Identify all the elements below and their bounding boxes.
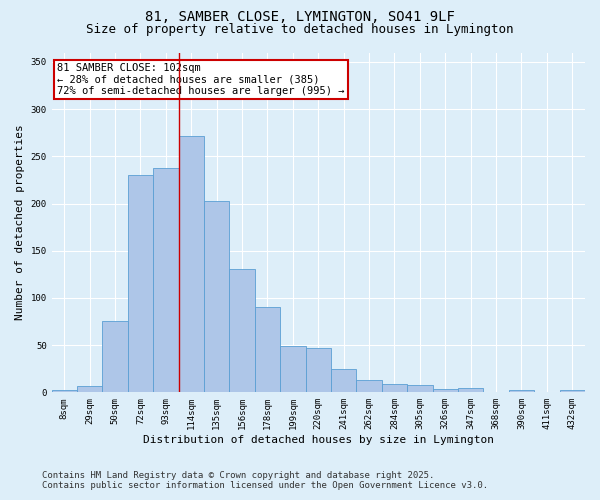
Text: 81 SAMBER CLOSE: 102sqm
← 28% of detached houses are smaller (385)
72% of semi-d: 81 SAMBER CLOSE: 102sqm ← 28% of detache… [57, 62, 344, 96]
Bar [458, 388, 484, 392]
Bar [280, 346, 305, 393]
Text: Size of property relative to detached houses in Lymington: Size of property relative to detached ho… [86, 22, 514, 36]
Bar [382, 384, 407, 392]
Bar [407, 385, 433, 392]
Bar [255, 308, 280, 392]
Bar [305, 348, 331, 393]
X-axis label: Distribution of detached houses by size in Lymington: Distribution of detached houses by size … [143, 435, 494, 445]
Bar [77, 386, 103, 392]
Bar [52, 390, 77, 392]
Bar [433, 388, 458, 392]
Bar [153, 168, 179, 392]
Bar [509, 390, 534, 392]
Y-axis label: Number of detached properties: Number of detached properties [15, 124, 25, 320]
Bar [204, 200, 229, 392]
Bar [128, 175, 153, 392]
Text: 81, SAMBER CLOSE, LYMINGTON, SO41 9LF: 81, SAMBER CLOSE, LYMINGTON, SO41 9LF [145, 10, 455, 24]
Bar [229, 268, 255, 392]
Bar [356, 380, 382, 392]
Bar [331, 368, 356, 392]
Bar [103, 320, 128, 392]
Text: Contains HM Land Registry data © Crown copyright and database right 2025.
Contai: Contains HM Land Registry data © Crown c… [42, 470, 488, 490]
Bar [179, 136, 204, 392]
Bar [560, 390, 585, 392]
